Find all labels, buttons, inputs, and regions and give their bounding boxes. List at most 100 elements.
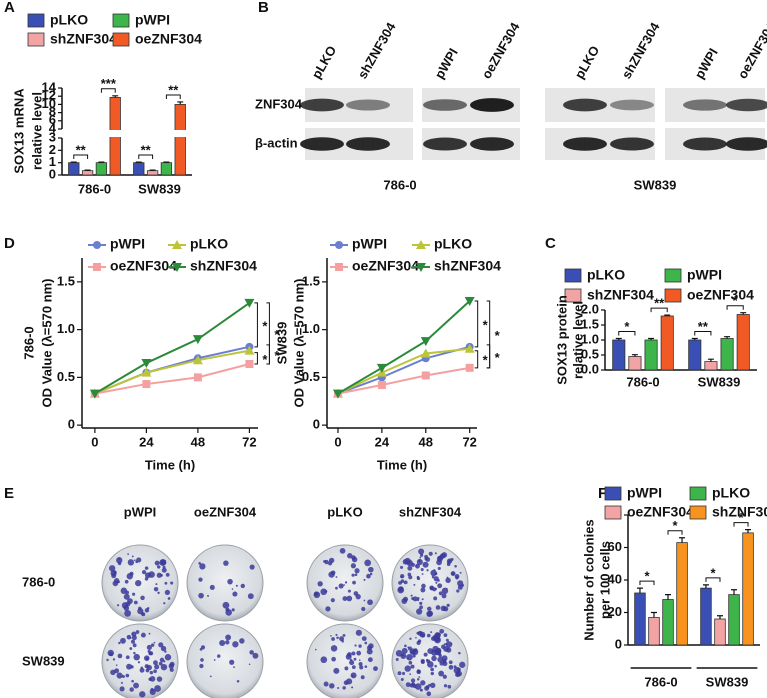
colony xyxy=(459,571,462,574)
blot-band xyxy=(300,137,344,151)
y-tick-label: 10 xyxy=(42,96,56,111)
legend-label: shZNF304 xyxy=(434,258,501,274)
point xyxy=(244,298,255,308)
x-tick-label: 0 xyxy=(334,434,341,449)
legend-label: pWPI xyxy=(687,267,722,283)
colony xyxy=(353,657,357,661)
column-label: pWPI xyxy=(124,504,157,519)
colony xyxy=(164,653,172,661)
point xyxy=(192,355,203,365)
colony xyxy=(364,559,372,567)
significance-label: * xyxy=(483,317,489,332)
colony xyxy=(420,660,425,665)
colony xyxy=(435,581,438,584)
significance-label: ** xyxy=(168,82,179,97)
y-tick-label: 0.5 xyxy=(581,346,599,361)
bar xyxy=(704,361,718,371)
colony xyxy=(443,633,448,638)
colony xyxy=(223,560,229,566)
colony xyxy=(107,649,114,657)
bar xyxy=(634,592,646,646)
colony xyxy=(412,684,417,689)
colony xyxy=(116,604,120,607)
dish xyxy=(101,623,179,698)
colony xyxy=(125,655,130,660)
colony xyxy=(137,661,141,664)
colony xyxy=(346,595,353,602)
colony xyxy=(366,648,373,655)
colony xyxy=(354,573,358,577)
x-tick-label: 48 xyxy=(191,434,205,449)
lane-label: shZNF304 xyxy=(619,19,663,81)
colony xyxy=(323,559,326,563)
colony xyxy=(313,591,319,597)
colony xyxy=(235,584,238,587)
colony xyxy=(422,561,429,568)
colony xyxy=(397,586,405,594)
significance-bracket xyxy=(254,302,258,348)
x-tick-label: 0 xyxy=(91,434,98,449)
x-tick-label: 786-0 xyxy=(626,374,659,389)
y-tick-label: 3 xyxy=(49,129,56,144)
colony xyxy=(350,658,353,662)
colony xyxy=(408,561,411,564)
bar xyxy=(660,315,674,371)
colony xyxy=(426,610,433,618)
legend-label: oeZNF304 xyxy=(687,287,754,303)
colony xyxy=(354,568,360,574)
significance-bracket xyxy=(694,331,712,336)
y-tick-label: 12 xyxy=(42,88,56,103)
point xyxy=(141,359,152,369)
colony xyxy=(351,651,356,656)
colony xyxy=(401,598,408,604)
lane-label: oeZNF304 xyxy=(479,19,523,81)
colony xyxy=(249,650,254,655)
colony xyxy=(198,577,203,582)
colony xyxy=(342,596,348,601)
colony xyxy=(320,656,328,664)
colony xyxy=(127,559,135,566)
y-tick-label: 20 xyxy=(608,604,622,619)
y-axis-label: 786-0 xyxy=(21,326,36,359)
error-bar xyxy=(665,594,672,600)
blot-band xyxy=(726,137,767,151)
colony xyxy=(431,575,435,579)
colony xyxy=(412,596,418,602)
colony xyxy=(415,636,417,639)
legend-label: pWPI xyxy=(352,236,387,252)
point xyxy=(89,389,100,399)
y-tick-label: 1 xyxy=(49,154,56,169)
colony xyxy=(126,663,133,670)
error-bar xyxy=(740,312,747,315)
significance-label: * xyxy=(733,293,739,308)
colony xyxy=(354,644,357,647)
colony xyxy=(415,563,420,569)
colony xyxy=(154,664,160,670)
colony xyxy=(416,575,420,579)
blot-band xyxy=(346,137,390,151)
colony xyxy=(209,584,215,590)
colony xyxy=(129,687,134,692)
colony xyxy=(209,675,212,678)
point xyxy=(376,363,387,373)
colony xyxy=(252,652,259,659)
bar xyxy=(648,616,660,646)
legend-marker xyxy=(416,263,426,272)
colony xyxy=(155,583,158,586)
colony xyxy=(162,565,166,569)
error-bar xyxy=(615,337,622,340)
error-bar xyxy=(84,169,91,171)
significance-bracket xyxy=(73,154,89,160)
colony xyxy=(113,570,117,574)
error-bar xyxy=(679,537,686,543)
legend-label: oeZNF304 xyxy=(627,504,694,520)
colony xyxy=(112,658,116,661)
colony xyxy=(445,638,449,642)
colony xyxy=(407,657,409,660)
axis-break xyxy=(108,130,122,137)
colony xyxy=(225,640,230,645)
y-tick-label: 0 xyxy=(615,636,622,651)
colony xyxy=(436,632,441,637)
y-tick-label: 0 xyxy=(313,417,320,432)
